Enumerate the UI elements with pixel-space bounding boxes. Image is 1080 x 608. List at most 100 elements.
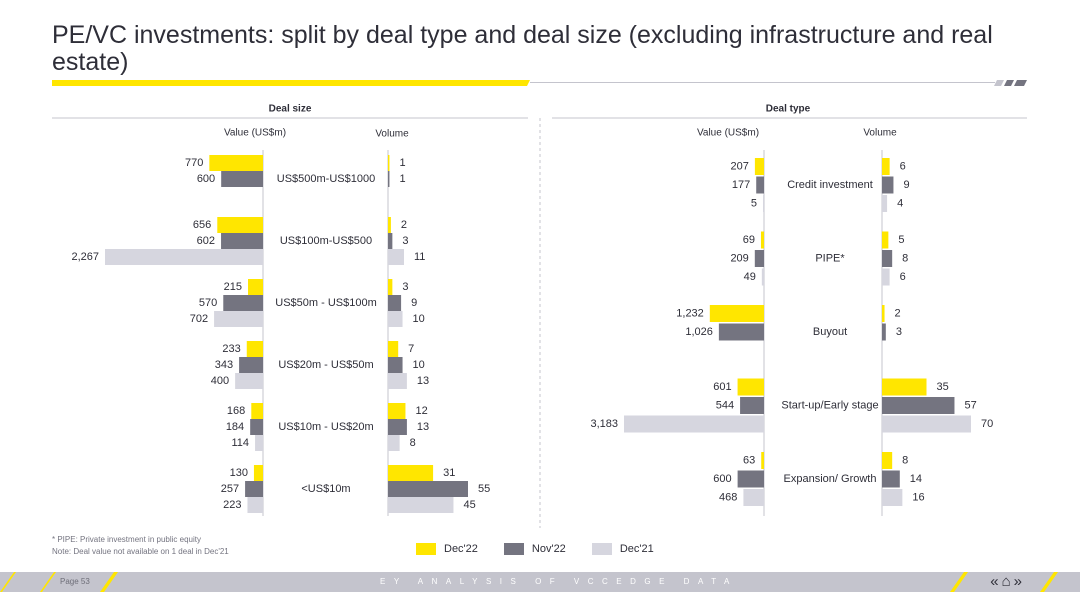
value-bar-type-expansion-growth-nov22 (737, 470, 764, 488)
legend-label-dec22: Dec'22 (444, 543, 478, 555)
category-label-size-us-50m-us-100m: US$50m - US$100m (275, 297, 377, 309)
title-underline (52, 80, 1027, 86)
value-label-type-expansion-growth-nov22: 600 (713, 473, 731, 485)
volume-bar-size-us-10m-nov22 (388, 481, 468, 497)
value-bar-size-us-20m-us-50m-nov22 (239, 357, 263, 373)
volume-label-type-pipe-nov22: 8 (902, 252, 908, 264)
value-bar-type-buyout-dec22 (709, 305, 764, 322)
legend-item-dec21: Dec'21 (591, 543, 654, 555)
nav-forward-icon[interactable]: » (1013, 573, 1022, 590)
value-label-size-us-100m-us-500-dec22: 656 (193, 219, 211, 231)
value-bar-type-pipe-dec22 (760, 231, 764, 249)
category-label-type-buyout: Buyout (813, 326, 847, 338)
volume-label-type-start-up-early-stage-dec21: 70 (981, 418, 993, 430)
volume-label-type-credit-investment-dec22: 6 (900, 160, 906, 172)
footnotes: * PIPE: Private investment in public equ… (52, 534, 229, 558)
chart-title-size: Deal size (269, 104, 312, 115)
page-title: PE/VC investments: split by deal type an… (52, 21, 993, 76)
footnote-note: Note: Deal value not available on 1 deal… (52, 547, 229, 556)
nav-controls: « ⌂ » (987, 573, 1022, 591)
value-label-size-us-20m-us-50m-nov22: 343 (215, 359, 233, 371)
value-label-size-us-10m-us-20m-dec22: 168 (227, 405, 245, 417)
value-bar-size-us-500m-us-1000-nov22 (221, 171, 263, 187)
value-bar-size-us-500m-us-1000-dec22 (209, 155, 263, 171)
value-bar-type-expansion-growth-dec21 (743, 489, 764, 506)
legend-label-nov22: Nov'22 (531, 543, 566, 555)
volume-bar-size-us-100m-us-500-dec22 (388, 217, 391, 233)
volume-bar-size-us-100m-us-500-dec21 (388, 249, 404, 265)
volume-label-size-us-10m-us-20m-dec21: 8 (410, 437, 416, 449)
volume-label-size-us-100m-us-500-dec21: 11 (414, 251, 425, 263)
nav-back-icon[interactable]: « (990, 573, 999, 590)
volume-label-size-us-50m-us-100m-dec22: 3 (402, 281, 408, 293)
value-bar-size-us-10m-us-20m-dec21 (255, 435, 263, 451)
legend-swatch-dec22 (416, 543, 436, 555)
nav-home-icon[interactable]: ⌂ (1001, 573, 1011, 590)
value-bar-type-start-up-early-stage-nov22 (740, 397, 764, 414)
footer-stripe-end (1040, 572, 1058, 592)
value-bar-size-us-100m-us-500-dec21 (105, 249, 263, 265)
volume-bar-size-us-50m-us-100m-nov22 (388, 295, 402, 311)
volume-bar-type-start-up-early-stage-dec21 (882, 415, 971, 433)
page-number: Page 53 (60, 577, 90, 586)
volume-label-size-us-20m-us-50m-dec22: 7 (408, 343, 414, 355)
value-bar-size-us-20m-us-50m-dec21 (235, 373, 263, 389)
volume-label-size-us-10m-dec21: 45 (463, 499, 475, 511)
volume-label-size-us-10m-us-20m-dec22: 12 (415, 405, 427, 417)
footer-text: EY ANALYSIS OF VCCEDGE DATA (380, 577, 738, 586)
category-label-type-pipe: PIPE* (815, 252, 845, 264)
volume-bar-size-us-50m-us-100m-dec21 (388, 311, 403, 327)
value-bar-size-us-100m-us-500-nov22 (221, 233, 263, 249)
volume-bar-size-us-10m-us-20m-dec22 (388, 403, 406, 419)
chart-title-type: Deal type (766, 104, 811, 115)
value-label-type-start-up-early-stage-dec21: 3,183 (590, 418, 618, 430)
value-bar-type-start-up-early-stage-dec22 (737, 378, 764, 396)
volume-bar-type-start-up-early-stage-nov22 (882, 397, 955, 414)
volume-label-size-us-10m-us-20m-nov22: 13 (417, 421, 429, 433)
value-bar-size-us-50m-us-100m-dec22 (248, 279, 263, 295)
volume-bar-type-credit-investment-dec21 (882, 195, 888, 212)
category-label-size-us-10m-us-20m: US$10m - US$20m (278, 421, 373, 433)
volume-bar-type-start-up-early-stage-dec22 (882, 378, 927, 396)
value-label-size-us-500m-us-1000-dec22: 770 (185, 157, 203, 169)
volume-bar-size-us-10m-us-20m-dec21 (388, 435, 400, 451)
volume-bar-size-us-20m-us-50m-dec21 (388, 373, 407, 389)
value-bar-size-us-50m-us-100m-dec21 (214, 311, 263, 327)
category-label-type-start-up-early-stage: Start-up/Early stage (781, 399, 878, 411)
volume-bar-type-expansion-growth-dec22 (882, 452, 893, 469)
volume-header-type: Volume (863, 128, 897, 139)
volume-label-type-expansion-growth-dec21: 16 (912, 491, 924, 503)
value-label-type-credit-investment-dec22: 207 (731, 160, 749, 172)
value-label-type-pipe-nov22: 209 (730, 252, 748, 264)
volume-label-type-expansion-growth-nov22: 14 (910, 473, 922, 485)
volume-label-size-us-20m-us-50m-nov22: 10 (413, 359, 425, 371)
volume-bar-size-us-20m-us-50m-dec22 (388, 341, 399, 357)
value-bar-type-expansion-growth-dec22 (761, 452, 764, 469)
volume-bar-size-us-10m-us-20m-nov22 (388, 419, 407, 435)
volume-label-type-expansion-growth-dec22: 8 (902, 454, 908, 466)
value-label-size-us-100m-us-500-dec21: 2,267 (71, 251, 99, 263)
volume-bar-size-us-50m-us-100m-dec22 (388, 279, 393, 295)
category-label-type-credit-investment: Credit investment (787, 179, 873, 191)
value-bar-type-pipe-nov22 (754, 250, 764, 267)
volume-bar-type-buyout-nov22 (882, 323, 886, 341)
value-label-size-us-50m-us-100m-nov22: 570 (199, 297, 217, 309)
value-bar-type-pipe-dec21 (761, 268, 764, 286)
volume-bar-type-credit-investment-nov22 (882, 176, 894, 194)
volume-label-type-pipe-dec22: 5 (898, 234, 904, 246)
value-header-size: Value (US$m) (224, 128, 286, 139)
category-label-size-us-10m: <US$10m (301, 483, 350, 495)
category-label-size-us-100m-us-500: US$100m-US$500 (280, 235, 372, 247)
volume-bar-size-us-10m-dec22 (388, 465, 434, 481)
value-label-type-buyout-dec22: 1,232 (676, 307, 704, 319)
value-label-type-pipe-dec22: 69 (743, 234, 755, 246)
value-label-size-us-50m-us-100m-dec22: 215 (224, 281, 242, 293)
value-label-size-us-20m-us-50m-dec21: 400 (211, 375, 229, 387)
value-bar-size-us-10m-dec22 (253, 465, 263, 481)
value-label-size-us-500m-us-1000-nov22: 600 (197, 173, 215, 185)
value-bar-type-buyout-nov22 (718, 323, 764, 341)
legend: Dec'22 Nov'22 Dec'21 (416, 541, 680, 557)
value-label-type-expansion-growth-dec22: 63 (743, 454, 755, 466)
volume-label-size-us-10m-dec22: 31 (443, 467, 455, 479)
legend-label-dec21: Dec'21 (619, 543, 654, 555)
